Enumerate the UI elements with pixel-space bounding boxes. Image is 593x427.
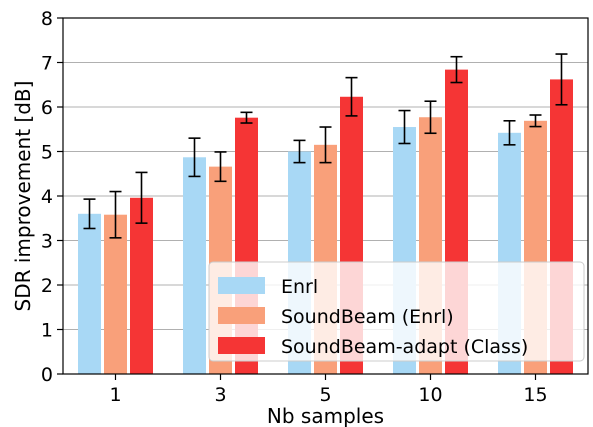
bar [130, 197, 153, 374]
x-tick-label: 15 [523, 384, 547, 406]
y-tick-label: 8 [41, 8, 53, 30]
x-tick-label: 1 [109, 384, 121, 406]
legend-swatch [218, 277, 265, 294]
bar [104, 214, 127, 374]
x-axis-label: Nb samples [267, 404, 384, 427]
y-tick-label: 1 [41, 320, 53, 342]
x-tick-label: 5 [319, 384, 331, 406]
y-axis-ticks: 0 1 2 3 4 5 6 7 8 [41, 8, 63, 386]
y-axis-label: SDR improvement [dB] [11, 81, 35, 312]
legend-swatch [218, 307, 265, 324]
y-tick-label: 4 [41, 186, 53, 208]
legend-label: SoundBeam (Enrl) [281, 306, 454, 328]
x-tick-label: 10 [418, 384, 442, 406]
y-tick-label: 5 [41, 142, 53, 164]
error-bars [83, 53, 568, 239]
y-tick-label: 2 [41, 275, 53, 297]
bar [78, 213, 101, 374]
legend: Enrl SoundBeam (Enrl) SoundBeam-adapt (Cla… [208, 261, 585, 362]
bar [183, 157, 206, 374]
legend-swatch [218, 337, 265, 354]
x-axis-ticks: 1 3 5 10 15 [109, 374, 548, 406]
legend-box [208, 261, 585, 362]
y-tick-label: 7 [41, 53, 53, 75]
y-tick-label: 0 [41, 364, 53, 386]
legend-label: Enrl [281, 276, 318, 298]
y-tick-label: 6 [41, 97, 53, 119]
legend-label: SoundBeam-adapt (Class) [281, 336, 528, 358]
y-tick-label: 3 [41, 231, 53, 253]
x-tick-label: 3 [214, 384, 226, 406]
